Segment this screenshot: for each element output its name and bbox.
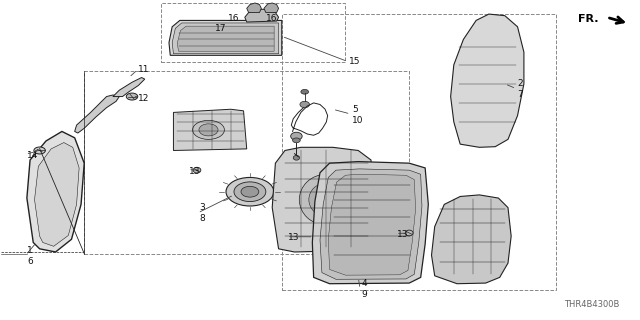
Polygon shape	[245, 9, 278, 22]
Text: 8: 8	[199, 214, 205, 223]
Polygon shape	[320, 169, 422, 279]
Bar	[84, 71, 409, 253]
Text: 1: 1	[27, 246, 33, 255]
Ellipse shape	[300, 101, 310, 108]
Text: 5: 5	[352, 105, 358, 114]
Polygon shape	[451, 14, 524, 147]
Polygon shape	[35, 142, 79, 246]
Polygon shape	[312, 162, 428, 284]
Ellipse shape	[300, 174, 353, 225]
Polygon shape	[27, 132, 84, 252]
Text: 6: 6	[27, 257, 33, 266]
Text: 13: 13	[288, 233, 300, 242]
Ellipse shape	[291, 132, 302, 140]
Polygon shape	[113, 77, 145, 97]
Text: 2: 2	[518, 79, 523, 88]
Ellipse shape	[199, 124, 218, 136]
Ellipse shape	[405, 230, 413, 236]
Polygon shape	[169, 20, 282, 55]
Text: 13: 13	[189, 167, 201, 176]
Polygon shape	[172, 23, 278, 54]
Ellipse shape	[34, 147, 45, 154]
Text: 10: 10	[352, 116, 364, 125]
Text: 7: 7	[518, 91, 524, 100]
Ellipse shape	[301, 89, 308, 94]
Text: 15: 15	[349, 57, 360, 66]
Text: 4: 4	[362, 279, 367, 288]
Text: 16: 16	[266, 14, 277, 23]
Text: FR.: FR.	[578, 14, 598, 24]
Polygon shape	[173, 109, 246, 150]
Ellipse shape	[234, 182, 266, 202]
Text: 9: 9	[362, 290, 367, 299]
Ellipse shape	[126, 93, 138, 100]
Text: 16: 16	[228, 14, 239, 23]
Polygon shape	[264, 3, 278, 12]
Polygon shape	[272, 147, 374, 252]
Bar	[282, 14, 556, 290]
Text: 17: 17	[215, 24, 227, 33]
Polygon shape	[75, 95, 119, 133]
Ellipse shape	[193, 167, 201, 173]
Ellipse shape	[226, 178, 274, 206]
Ellipse shape	[309, 183, 344, 216]
Text: 12: 12	[138, 94, 150, 103]
Polygon shape	[177, 26, 274, 51]
Ellipse shape	[241, 186, 259, 197]
Polygon shape	[431, 195, 511, 284]
Polygon shape	[246, 3, 261, 12]
Text: 14: 14	[27, 151, 38, 160]
Ellipse shape	[193, 120, 225, 140]
Text: 3: 3	[199, 203, 205, 212]
Text: 13: 13	[396, 230, 408, 239]
Text: 11: 11	[138, 65, 150, 74]
Polygon shape	[328, 174, 415, 275]
Ellipse shape	[293, 156, 300, 160]
Text: THR4B4300B: THR4B4300B	[564, 300, 620, 309]
Ellipse shape	[292, 138, 300, 143]
Bar	[161, 3, 346, 62]
